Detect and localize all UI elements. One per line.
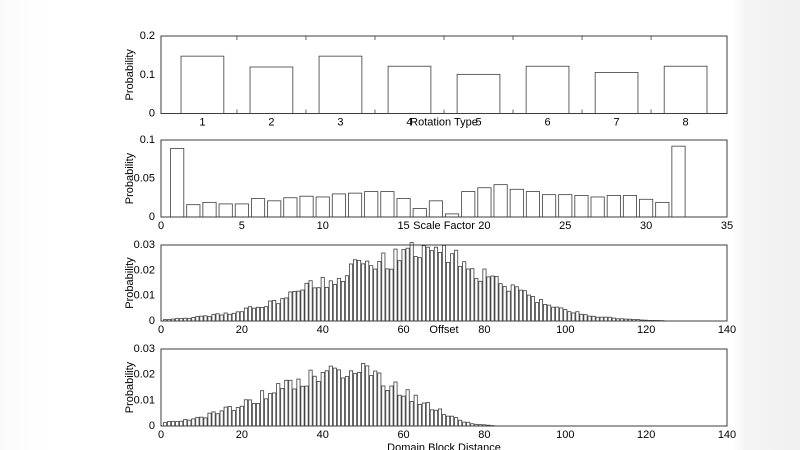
svg-text:Probability: Probability — [124, 49, 136, 101]
svg-text:7: 7 — [613, 117, 619, 129]
svg-text:10: 10 — [317, 220, 329, 232]
svg-text:Offset: Offset — [429, 324, 458, 336]
svg-text:15: 15 — [397, 220, 409, 232]
svg-text:0: 0 — [149, 420, 155, 432]
svg-text:Probability: Probability — [124, 257, 136, 309]
svg-text:20: 20 — [478, 220, 490, 232]
svg-text:0: 0 — [149, 315, 155, 327]
svg-text:5: 5 — [239, 220, 245, 232]
svg-text:8: 8 — [683, 117, 689, 129]
svg-text:2: 2 — [268, 117, 274, 129]
svg-text:0.02: 0.02 — [134, 264, 155, 276]
svg-text:60: 60 — [397, 324, 409, 336]
svg-text:Probability: Probability — [124, 361, 136, 413]
svg-text:140: 140 — [718, 429, 736, 441]
svg-text:100: 100 — [556, 324, 574, 336]
svg-text:80: 80 — [478, 429, 490, 441]
svg-text:20: 20 — [236, 429, 248, 441]
svg-text:35: 35 — [721, 220, 733, 232]
svg-text:40: 40 — [317, 429, 329, 441]
svg-text:120: 120 — [637, 429, 655, 441]
svg-text:6: 6 — [544, 117, 550, 129]
svg-text:0: 0 — [158, 220, 164, 232]
svg-text:0.2: 0.2 — [140, 30, 155, 42]
svg-text:0.03: 0.03 — [134, 239, 155, 251]
svg-text:120: 120 — [637, 324, 655, 336]
svg-text:0.1: 0.1 — [140, 69, 155, 81]
svg-text:40: 40 — [317, 324, 329, 336]
svg-text:0: 0 — [149, 108, 155, 120]
svg-text:30: 30 — [640, 220, 652, 232]
svg-text:Probability: Probability — [124, 152, 136, 204]
svg-text:1: 1 — [199, 117, 205, 129]
svg-text:Rotation Type: Rotation Type — [410, 117, 478, 129]
svg-text:100: 100 — [556, 429, 574, 441]
svg-text:0.01: 0.01 — [134, 394, 155, 406]
svg-text:0.01: 0.01 — [134, 290, 155, 302]
svg-text:0: 0 — [158, 324, 164, 336]
svg-text:140: 140 — [718, 324, 736, 336]
svg-text:20: 20 — [236, 324, 248, 336]
svg-text:0.1: 0.1 — [140, 134, 155, 146]
svg-text:0: 0 — [149, 211, 155, 223]
svg-text:Scale Factor: Scale Factor — [413, 220, 475, 232]
svg-text:25: 25 — [559, 220, 571, 232]
svg-text:60: 60 — [397, 429, 409, 441]
svg-text:3: 3 — [337, 117, 343, 129]
svg-text:80: 80 — [478, 324, 490, 336]
svg-text:0.05: 0.05 — [134, 173, 155, 185]
svg-text:0.02: 0.02 — [134, 369, 155, 381]
svg-text:Domain Block Distance: Domain Block Distance — [387, 442, 501, 450]
svg-text:0.03: 0.03 — [134, 343, 155, 355]
svg-text:0: 0 — [158, 429, 164, 441]
